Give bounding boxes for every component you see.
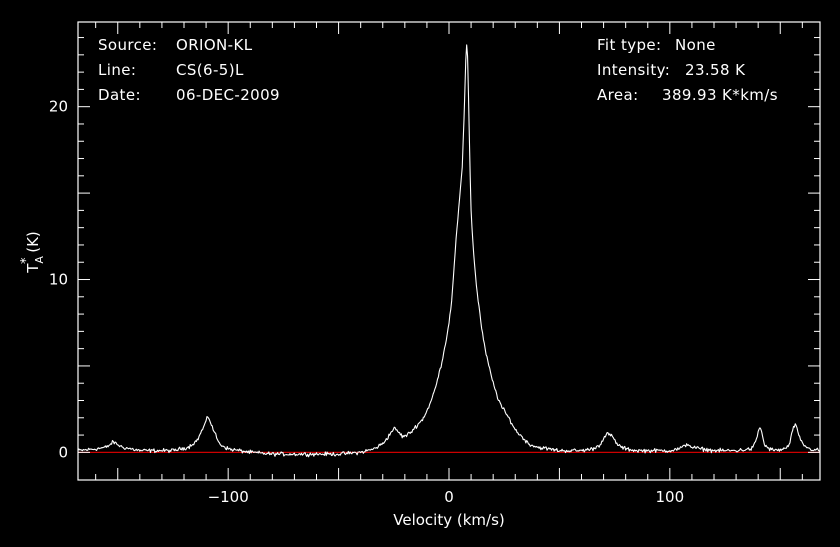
source-value: ORION-KL bbox=[176, 36, 253, 54]
fit-type-value: None bbox=[675, 36, 716, 54]
date-value: 06-DEC-2009 bbox=[176, 86, 280, 104]
y-axis-label-unit: (K) bbox=[24, 231, 42, 257]
x-tick-label: −100 bbox=[208, 488, 249, 506]
x-axis-label: Velocity (km/s) bbox=[393, 511, 504, 529]
data-layer bbox=[77, 44, 821, 458]
y-tick-label: 10 bbox=[49, 271, 68, 289]
fit-type-key: Fit type: bbox=[597, 36, 662, 54]
intensity-key: Intensity: bbox=[597, 61, 670, 79]
date-key: Date: bbox=[98, 86, 141, 104]
source-key: Source: bbox=[98, 36, 157, 54]
area-key: Area: bbox=[597, 86, 639, 104]
x-tick-label: 100 bbox=[656, 488, 685, 506]
y-axis-label-sub: A bbox=[33, 256, 46, 264]
spectrum-line bbox=[77, 44, 821, 458]
x-tick-label: 0 bbox=[444, 488, 454, 506]
intensity-value: 23.58 K bbox=[685, 61, 746, 79]
y-tick-label: 20 bbox=[49, 98, 68, 116]
line-key: Line: bbox=[98, 61, 136, 79]
area-value: 389.93 K*km/s bbox=[662, 86, 778, 104]
y-axis-label-main: T bbox=[24, 263, 42, 274]
y-axis-label: TA* (K) bbox=[19, 231, 46, 274]
line-value: CS(6-5)L bbox=[176, 61, 244, 79]
y-tick-label: 0 bbox=[58, 443, 68, 461]
axis-layer: −100 0 100 0 10 20 bbox=[49, 22, 820, 506]
y-axis-label-super: * bbox=[19, 257, 34, 264]
